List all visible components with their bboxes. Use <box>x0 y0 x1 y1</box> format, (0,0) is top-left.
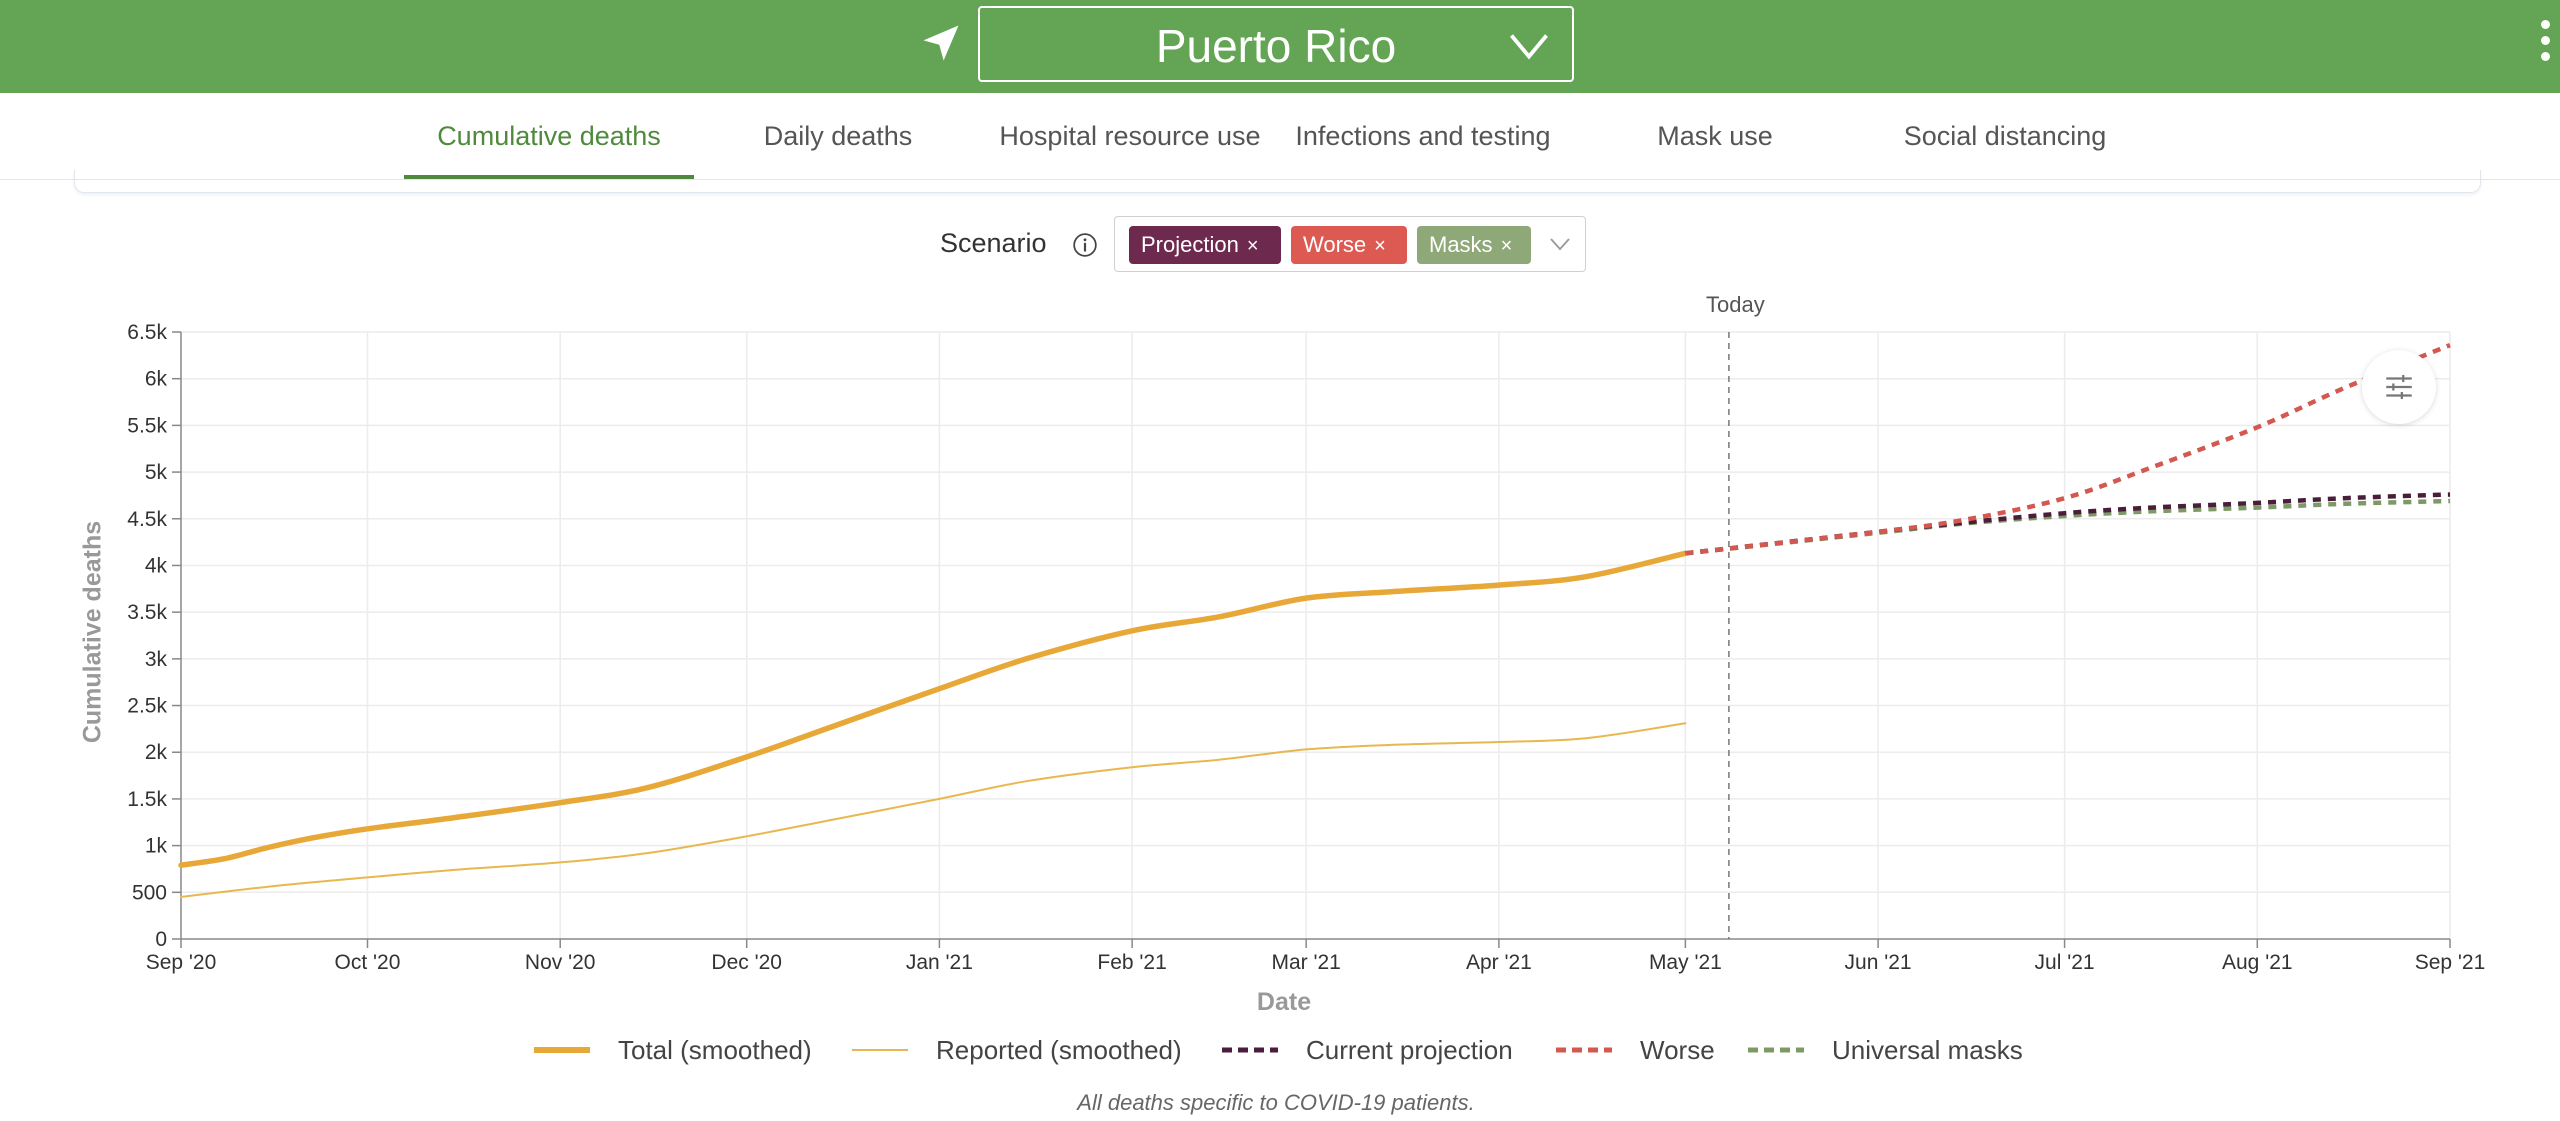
grid <box>181 331 2451 939</box>
today-label: Today <box>1706 292 1765 317</box>
top-bar: Puerto Rico <box>0 0 2560 93</box>
legend-label-current-projection: Current projection <box>1306 1035 1513 1065</box>
chip-masks[interactable]: Masks × <box>1417 226 1531 264</box>
cumulative-deaths-chart: 0 500 1k 1.5k 2k 2.5k 3k 3.5k 4k 4.5k 5k 5.5k 6k 6.5k… <box>127 321 2485 974</box>
y-tick-label: 1.5k <box>127 788 167 811</box>
y-tick-label: 3.5k <box>127 601 167 624</box>
x-tick-label: Jul '21 <box>2035 951 2095 974</box>
x-tick-label: Mar '21 <box>1271 951 1340 974</box>
chip-projection-label: Projection <box>1141 232 1239 257</box>
remove-masks-icon[interactable]: × <box>1500 235 1513 257</box>
tab-infections-and-testing[interactable]: Infections and testing <box>1295 121 1551 151</box>
x-tick-label: Apr '21 <box>1466 951 1532 974</box>
chevron-down-icon <box>1510 34 1548 60</box>
y-tick-label: 1k <box>145 835 168 858</box>
kebab-menu-icon[interactable] <box>2532 20 2558 72</box>
y-tick-label: 5.5k <box>127 414 167 437</box>
x-axis-label: Date <box>1256 988 1312 1016</box>
series-line-current-projection <box>1685 492 2451 556</box>
tab-mask-use[interactable]: Mask use <box>1657 121 1773 151</box>
series-line-worse <box>1685 343 2451 556</box>
chip-projection[interactable]: Projection × <box>1129 226 1281 264</box>
chart-filter-button[interactable] <box>2362 350 2436 424</box>
x-tick-label: Aug '21 <box>2222 951 2293 974</box>
y-axis-label: Cumulative deaths <box>78 520 107 744</box>
x-tick-label: Nov '20 <box>525 951 596 974</box>
scenario-multiselect[interactable]: Projection × Worse × Masks × <box>1114 216 1586 272</box>
chip-worse[interactable]: Worse × <box>1291 226 1407 264</box>
legend-swatch-universal-masks <box>1748 1047 1804 1053</box>
y-tick-label: 5k <box>145 461 168 484</box>
tab-cumulative-deaths[interactable]: Cumulative deaths <box>404 93 694 179</box>
y-tick-label: 4k <box>145 554 168 577</box>
legend-swatch-reported <box>852 1049 908 1051</box>
tab-hospital-resource-use[interactable]: Hospital resource use <box>999 121 1261 151</box>
tab-social-distancing[interactable]: Social distancing <box>1903 121 2107 151</box>
region-name: Puerto Rico <box>1155 20 1397 72</box>
x-tick-label: Jun '21 <box>1845 951 1912 974</box>
y-tick-label: 6k <box>145 368 168 391</box>
chevron-down-icon[interactable] <box>1549 235 1571 253</box>
x-tick-label: Jan '21 <box>906 951 973 974</box>
remove-worse-icon[interactable]: × <box>1374 235 1386 257</box>
x-tick-label: Feb '21 <box>1097 951 1166 974</box>
remove-projection-icon[interactable]: × <box>1246 235 1259 257</box>
x-tick-label: Dec '20 <box>711 951 782 974</box>
legend-label-reported: Reported (smoothed) <box>936 1035 1182 1065</box>
series <box>178 343 2451 898</box>
chip-masks-label: Masks <box>1429 232 1493 257</box>
info-icon[interactable] <box>1072 232 1098 258</box>
chip-worse-label: Worse <box>1303 232 1367 257</box>
x-tick-label: Sep '20 <box>146 951 217 974</box>
legend-label-total: Total (smoothed) <box>618 1035 812 1065</box>
legend-label-universal-masks: Universal masks <box>1832 1035 2023 1065</box>
footnote: All deaths specific to COVID-19 patients… <box>1077 1090 1475 1115</box>
location-arrow-icon[interactable] <box>920 22 962 64</box>
y-tick-label: 6.5k <box>127 321 167 344</box>
y-tick-label: 500 <box>132 881 167 904</box>
y-tick-label: 3k <box>145 648 168 671</box>
sliders-icon <box>2386 374 2412 400</box>
y-tick-label: 4.5k <box>127 508 167 531</box>
series-line-universal-masks <box>1685 498 2451 556</box>
axes <box>172 331 2451 948</box>
x-tick-label: Sep '21 <box>2415 951 2486 974</box>
legend-label-worse: Worse <box>1640 1035 1715 1065</box>
legend-swatch-total <box>534 1047 590 1053</box>
region-select[interactable]: Puerto Rico <box>978 6 1574 82</box>
tab-bar: Cumulative deaths Daily deaths Hospital … <box>0 93 2560 180</box>
series-line-reported <box>180 722 1687 898</box>
legend-swatch-worse <box>1556 1047 1612 1053</box>
scenario-label: Scenario <box>940 228 1047 258</box>
x-tick-label: May '21 <box>1649 951 1722 974</box>
legend-swatch-current-projection <box>1222 1047 1278 1053</box>
tab-daily-deaths[interactable]: Daily deaths <box>763 121 913 151</box>
tick-labels: 0 500 1k 1.5k 2k 2.5k 3k 3.5k 4k 4.5k 5k 5.5k 6k 6.5k… <box>127 321 2485 974</box>
x-tick-label: Oct '20 <box>335 951 401 974</box>
series-line-total <box>178 550 1689 868</box>
y-tick-label: 2.5k <box>127 695 167 718</box>
y-tick-label: 2k <box>145 741 168 764</box>
collapsed-panel-edge <box>74 170 2481 193</box>
y-tick-label: 0 <box>155 928 167 951</box>
